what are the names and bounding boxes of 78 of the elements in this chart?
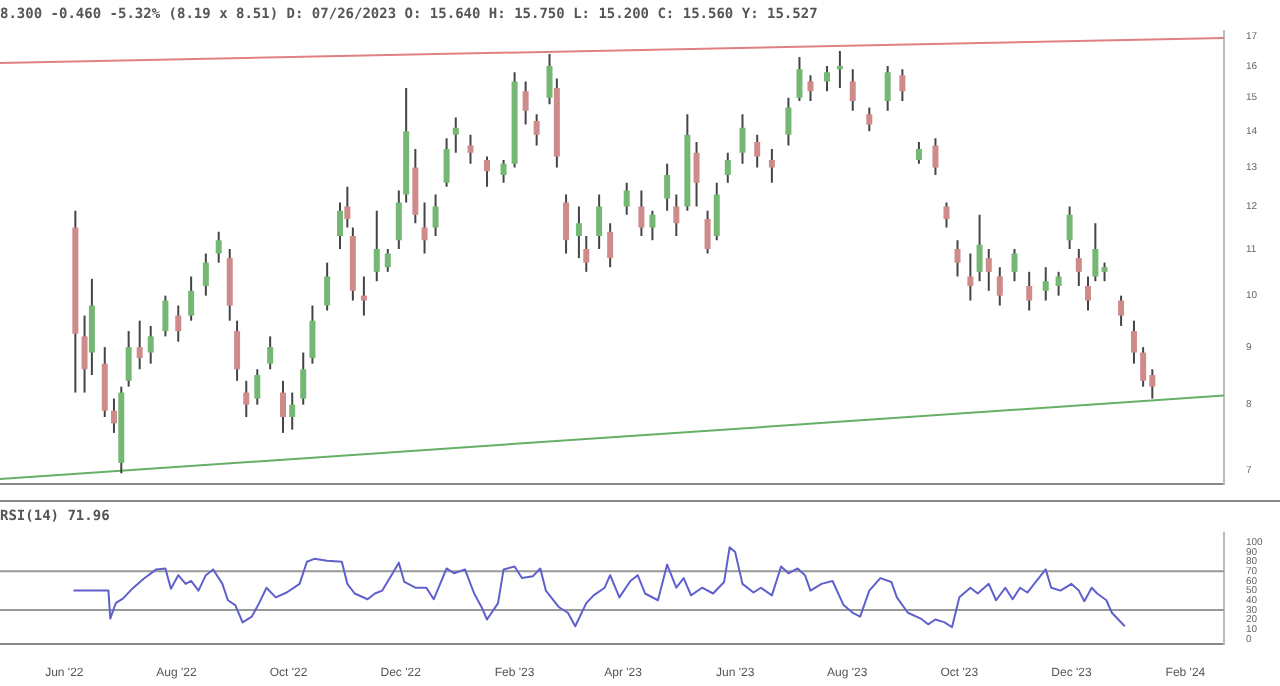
candlestick	[500, 159, 507, 184]
candlestick	[884, 65, 891, 112]
candlestick	[1075, 248, 1082, 287]
candlestick	[443, 137, 450, 188]
candlestick	[289, 391, 296, 431]
candlestick	[226, 248, 233, 322]
candlestick	[785, 96, 792, 147]
candlestick	[110, 397, 117, 434]
candlestick	[649, 209, 656, 242]
candlestick	[768, 148, 775, 184]
candlestick	[162, 294, 169, 338]
candlestick	[724, 151, 731, 184]
candlestick	[202, 252, 209, 297]
candlestick	[607, 222, 614, 269]
candlestick	[836, 50, 843, 89]
candlestick	[125, 330, 132, 388]
candlestick	[467, 133, 474, 165]
candlestick	[664, 162, 671, 212]
candlestick	[985, 248, 992, 292]
candlestick	[421, 201, 428, 255]
candlestick	[1042, 266, 1049, 302]
candlestick	[739, 113, 746, 165]
candlestick	[1140, 346, 1147, 388]
candlestick	[309, 304, 316, 365]
candlestick	[824, 65, 831, 93]
candlestick	[1055, 270, 1062, 297]
candlestick	[300, 351, 307, 406]
candlestick	[432, 193, 439, 237]
candlestick	[754, 133, 761, 169]
candlestick	[1066, 205, 1073, 251]
candlestick	[254, 368, 261, 406]
candlestick	[976, 213, 983, 283]
candlestick	[267, 335, 274, 371]
candlestick	[899, 68, 906, 102]
candlestick	[215, 230, 222, 264]
candlestick	[234, 319, 241, 382]
candlestick	[866, 106, 873, 133]
candlestick	[623, 181, 630, 216]
candlestick	[175, 304, 182, 343]
candlestick	[967, 252, 974, 302]
candlestick	[533, 113, 540, 147]
candlestick	[136, 319, 143, 371]
candlestick	[575, 205, 582, 260]
candlestick	[807, 74, 814, 102]
candlestick	[704, 209, 711, 255]
candlestick	[996, 266, 1003, 307]
candlestick	[596, 193, 603, 251]
candlestick	[243, 379, 250, 418]
candlestick	[638, 189, 645, 237]
candlestick	[360, 275, 367, 317]
candlestick	[796, 56, 803, 102]
candlestick	[849, 68, 856, 112]
candlestick	[1118, 294, 1125, 327]
candlestick	[188, 275, 195, 322]
candlestick	[563, 193, 570, 255]
candlestick	[1011, 248, 1018, 283]
candlestick	[915, 140, 922, 165]
candlestick	[522, 80, 529, 126]
candlestick	[693, 140, 700, 208]
candlestick	[1026, 270, 1033, 312]
candlestick	[280, 379, 287, 434]
candlestick	[452, 116, 459, 154]
candlestick	[943, 201, 950, 229]
candlestick	[1092, 222, 1099, 283]
candlestick	[954, 239, 961, 278]
candlestick	[932, 137, 939, 177]
candlestick	[1101, 261, 1108, 283]
candlestick	[1130, 319, 1137, 365]
candlestick	[673, 193, 680, 237]
candlestick	[147, 324, 154, 365]
candlestick	[1085, 275, 1091, 312]
candlestick	[324, 261, 331, 312]
candlestick	[101, 346, 108, 418]
candlestick	[412, 148, 419, 225]
candlestick	[384, 248, 391, 273]
candlestick	[484, 155, 491, 188]
candlestick	[713, 181, 720, 242]
candlestick	[373, 209, 380, 283]
